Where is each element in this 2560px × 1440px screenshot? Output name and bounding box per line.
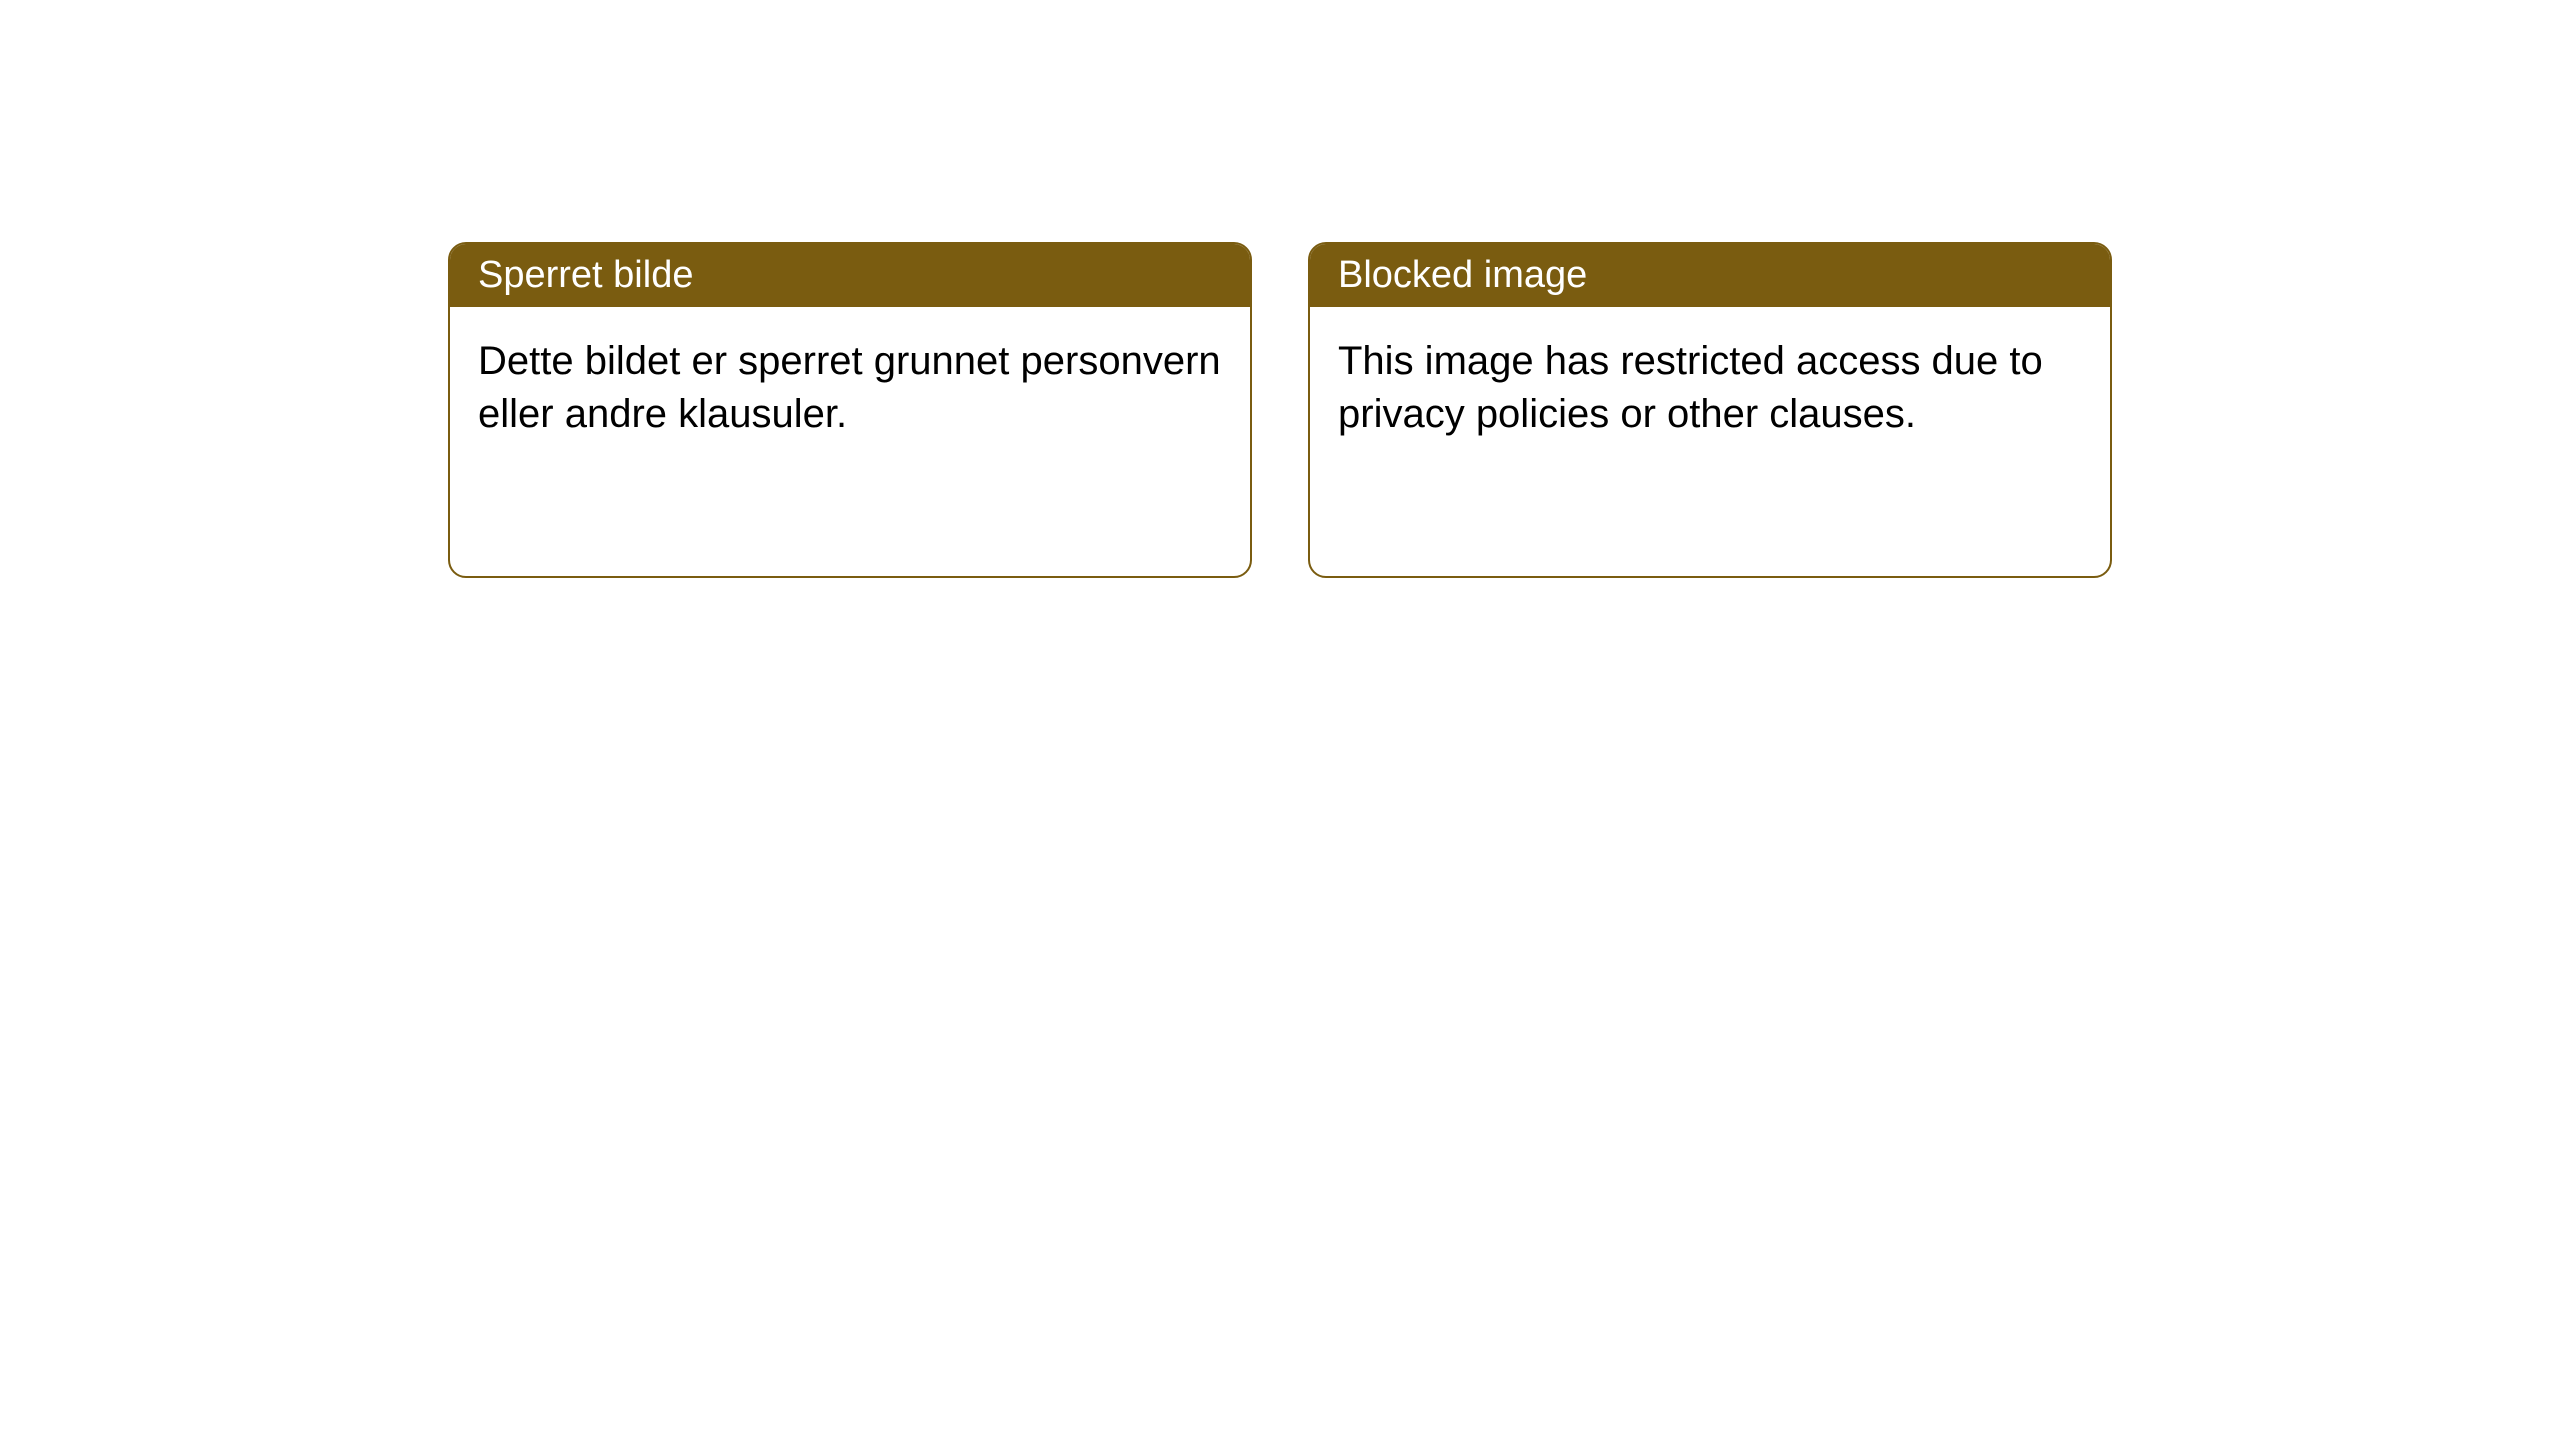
notice-card-header: Blocked image <box>1310 244 2110 307</box>
notice-card-body: Dette bildet er sperret grunnet personve… <box>450 307 1250 469</box>
notice-card-body: This image has restricted access due to … <box>1310 307 2110 469</box>
notice-card-norwegian: Sperret bilde Dette bildet er sperret gr… <box>448 242 1252 578</box>
notice-cards-container: Sperret bilde Dette bildet er sperret gr… <box>448 242 2112 578</box>
notice-card-header: Sperret bilde <box>450 244 1250 307</box>
notice-card-english: Blocked image This image has restricted … <box>1308 242 2112 578</box>
